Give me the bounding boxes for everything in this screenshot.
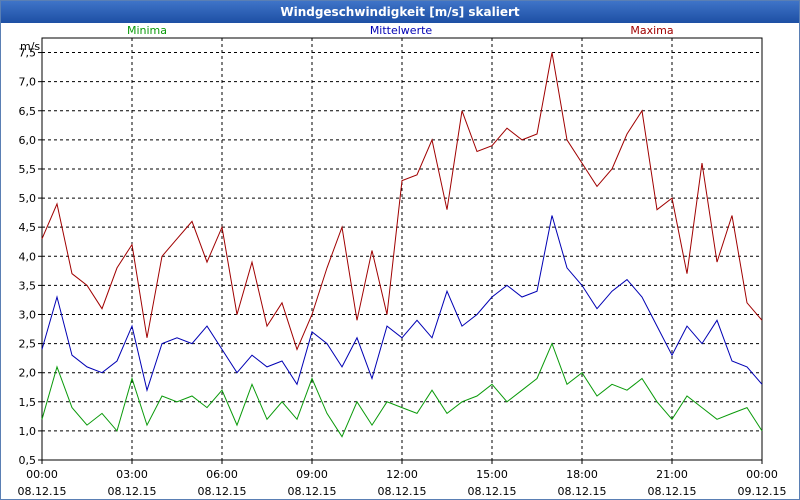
window-title: Windgeschwindigkeit [m/s] skaliert [1, 1, 799, 23]
series-line-minima [41, 342, 763, 438]
y-tick-label: 1,5 [19, 396, 37, 409]
x-tick-date: 08.12.15 [468, 485, 517, 498]
x-axis: 00:00 08.12.15 03:00 08.12.15 06:00 08.12.15 0… [18, 460, 787, 498]
x-tick-date: 09.12.15 [738, 485, 787, 498]
x-tick-date: 08.12.15 [558, 485, 607, 498]
x-tick-date: 08.12.15 [108, 485, 157, 498]
x-tick-time: 15:00 [476, 468, 508, 481]
x-tick-date: 08.12.15 [378, 485, 427, 498]
y-axis: 0,5 1,0 1,5 2,0 2,5 3,0 3,5 4,0 4,5 5,0 5,5 6,0 6,5 7… [19, 47, 42, 467]
y-tick-label: 4,5 [19, 221, 37, 234]
legend: Minima Mittelwerte Maxima [127, 24, 674, 37]
series-line-mittelwerte [41, 215, 763, 393]
y-tick-label: 7,5 [19, 47, 37, 60]
y-axis-label: m/s [20, 40, 40, 53]
x-tick-time: 06:00 [206, 468, 238, 481]
y-tick-label: 4,0 [19, 250, 37, 263]
series-line-maxima [41, 52, 763, 351]
x-tick-date: 08.12.15 [288, 485, 337, 498]
y-tick-label: 6,0 [19, 134, 37, 147]
x-tick-time: 21:00 [656, 468, 688, 481]
y-tick-label: 7,0 [19, 76, 37, 89]
y-tick-label: 6,5 [19, 105, 37, 118]
series-group [41, 52, 763, 438]
y-tick-label: 3,5 [19, 279, 37, 292]
y-tick-label: 1,0 [19, 425, 37, 438]
y-tick-label: 2,0 [19, 367, 37, 380]
x-tick-time: 00:00 [746, 468, 778, 481]
x-tick-date: 08.12.15 [648, 485, 697, 498]
y-tick-label: 2,5 [19, 338, 37, 351]
y-tick-label: 3,0 [19, 308, 37, 321]
y-tick-label: 5,5 [19, 163, 37, 176]
x-tick-time: 00:00 [26, 468, 58, 481]
x-tick-date: 08.12.15 [18, 485, 67, 498]
legend-entry-minima: Minima [127, 24, 167, 37]
y-tick-label: 0,5 [19, 454, 37, 467]
y-tick-label: 5,0 [19, 192, 37, 205]
x-tick-date: 08.12.15 [198, 485, 247, 498]
x-tick-time: 09:00 [296, 468, 328, 481]
x-tick-time: 18:00 [566, 468, 598, 481]
legend-entry-maxima: Maxima [630, 24, 673, 37]
x-tick-time: 12:00 [386, 468, 418, 481]
x-tick-time: 03:00 [116, 468, 148, 481]
legend-entry-mittelwerte: Mittelwerte [370, 24, 433, 37]
